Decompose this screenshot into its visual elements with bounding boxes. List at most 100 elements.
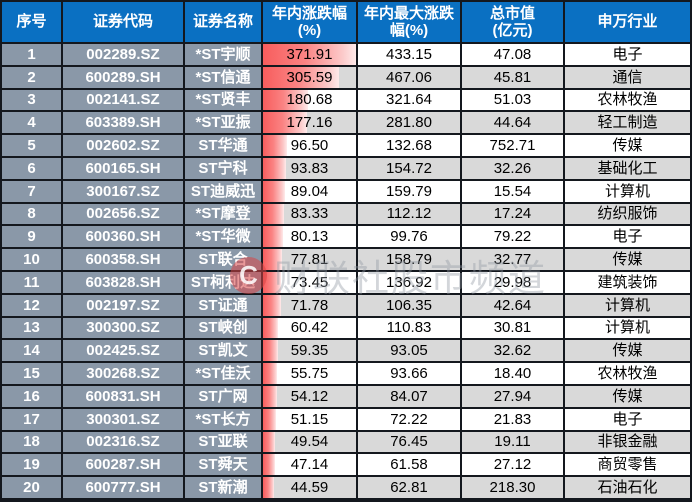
cell-index: 5	[2, 135, 63, 156]
cell-max-change: 132.68	[358, 135, 462, 156]
cell-ytd-change: 44.59	[263, 477, 358, 498]
table-row: 16 600831.SH ST广网 54.12 84.07 27.94 传媒	[2, 385, 690, 409]
cell-max-change: 61.58	[358, 454, 462, 476]
cell-industry: 建筑装饰	[565, 271, 690, 293]
cell-name: ST华通	[185, 135, 263, 156]
cell-max-change: 106.35	[358, 294, 462, 316]
table-row: 6 600165.SH ST宁科 93.83 154.72 32.26 基础化工	[2, 157, 690, 181]
cell-ytd-change: 47.14	[263, 454, 358, 476]
table-row: 7 300167.SZ ST迪威迅 89.04 159.79 15.54 计算机	[2, 180, 690, 204]
cell-ytd-change: 93.83	[263, 157, 358, 179]
cell-ytd-change: 49.54	[263, 431, 358, 453]
cell-index: 3	[2, 89, 63, 111]
databar-value: 177.16	[286, 114, 333, 132]
cell-index: 2	[2, 66, 63, 88]
cell-ytd-change: 60.42	[263, 317, 358, 339]
databar-value: 77.81	[290, 250, 329, 268]
cell-industry: 传媒	[565, 249, 690, 270]
cell-name: ST柯利达	[185, 271, 263, 293]
databar	[263, 89, 309, 111]
table-row: 10 600358.SH ST联合 77.81 158.79 32.77 传媒	[2, 249, 690, 272]
cell-name: ST联合	[185, 249, 263, 270]
cell-code: 600287.SH	[63, 454, 185, 476]
cell-industry: 农林牧渔	[565, 363, 690, 384]
cell-market-cap: 218.30	[462, 477, 565, 498]
table-row: 3 002141.SZ *ST贤丰 180.68 321.64 51.03 农林牧渔	[2, 89, 690, 113]
cell-ytd-change: 59.35	[263, 340, 358, 362]
cell-industry: 电子	[565, 226, 690, 248]
column-header-ytd_change: 年内涨跌幅 (%)	[263, 2, 358, 42]
databar	[263, 431, 276, 453]
databar	[263, 408, 276, 430]
cell-industry: 基础化工	[565, 157, 690, 179]
table-row: 19 600287.SH ST舜天 47.14 61.58 27.12 商贸零售	[2, 454, 690, 478]
cell-market-cap: 42.64	[462, 294, 565, 316]
databar	[263, 454, 275, 476]
databar	[263, 226, 283, 248]
column-header-market_cap: 总市值 (亿元)	[462, 2, 565, 42]
column-header-industry: 申万行业	[565, 2, 690, 42]
cell-index: 20	[2, 477, 63, 498]
cell-market-cap: 18.40	[462, 363, 565, 384]
cell-code: 002316.SZ	[63, 431, 185, 453]
cell-index: 18	[2, 431, 63, 453]
cell-max-change: 159.79	[358, 180, 462, 202]
cell-code: 600358.SH	[63, 249, 185, 270]
table-row: 18 002316.SZ ST亚联 49.54 76.45 19.11 非银金融	[2, 431, 690, 455]
cell-code: 002656.SZ	[63, 203, 185, 225]
cell-market-cap: 32.26	[462, 157, 565, 179]
cell-industry: 农林牧渔	[565, 89, 690, 111]
databar-value: 83.33	[290, 205, 329, 223]
cell-market-cap: 44.64	[462, 112, 565, 134]
cell-industry: 传媒	[565, 135, 690, 156]
cell-code: 002425.SZ	[63, 340, 185, 362]
cell-index: 13	[2, 317, 63, 339]
cell-index: 4	[2, 112, 63, 134]
table-row: 1 002289.SZ *ST宇顺 371.91 433.15 47.08 电子	[2, 44, 690, 67]
cell-industry: 非银金融	[565, 431, 690, 453]
cell-code: 002289.SZ	[63, 44, 185, 65]
cell-max-change: 281.80	[358, 112, 462, 134]
cell-ytd-change: 180.68	[263, 89, 358, 111]
cell-max-change: 321.64	[358, 89, 462, 111]
cell-index: 9	[2, 226, 63, 248]
databar-value: 47.14	[290, 456, 329, 474]
table-row: 9 600360.SH *ST华微 80.13 99.76 79.22 电子	[2, 226, 690, 250]
cell-max-change: 99.76	[358, 226, 462, 248]
cell-code: 600289.SH	[63, 66, 185, 88]
cell-ytd-change: 96.50	[263, 135, 358, 156]
databar	[263, 157, 287, 179]
cell-industry: 商贸零售	[565, 454, 690, 476]
cell-market-cap: 45.81	[462, 66, 565, 88]
cell-name: ST亚联	[185, 431, 263, 453]
cell-industry: 石油石化	[565, 477, 690, 498]
cell-ytd-change: 55.75	[263, 363, 358, 384]
cell-index: 16	[2, 385, 63, 407]
cell-index: 7	[2, 180, 63, 202]
cell-code: 600777.SH	[63, 477, 185, 498]
databar-value: 60.42	[290, 319, 329, 337]
databar	[263, 271, 282, 293]
cell-index: 17	[2, 408, 63, 430]
cell-max-change: 84.07	[358, 385, 462, 407]
cell-max-change: 433.15	[358, 44, 462, 65]
cell-max-change: 72.22	[358, 408, 462, 430]
databar-value: 59.35	[290, 342, 329, 360]
cell-industry: 计算机	[565, 294, 690, 316]
cell-ytd-change: 371.91	[263, 44, 358, 65]
column-header-index: 序号	[2, 2, 63, 42]
cell-name: *ST宇顺	[185, 44, 263, 65]
cell-code: 600360.SH	[63, 226, 185, 248]
databar	[263, 340, 278, 362]
cell-market-cap: 27.94	[462, 385, 565, 407]
cell-index: 12	[2, 294, 63, 316]
cell-industry: 轻工制造	[565, 112, 690, 134]
cell-name: *ST亚振	[185, 112, 263, 134]
databar-value: 73.45	[290, 273, 329, 291]
cell-ytd-change: 54.12	[263, 385, 358, 407]
cell-code: 300268.SZ	[63, 363, 185, 384]
cell-index: 10	[2, 249, 63, 270]
databar-value: 80.13	[290, 228, 329, 246]
cell-code: 300301.SZ	[63, 408, 185, 430]
cell-name: ST舜天	[185, 454, 263, 476]
